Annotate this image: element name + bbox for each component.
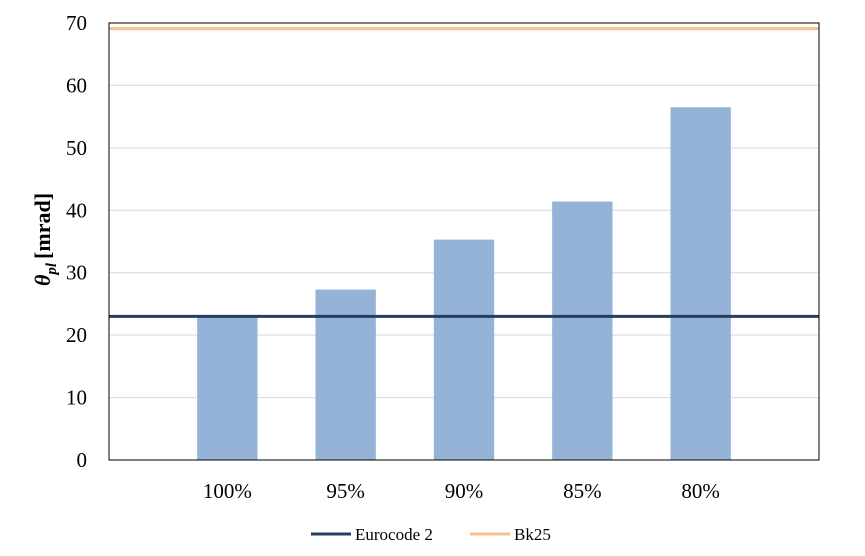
legend-label: Eurocode 2 — [355, 525, 433, 544]
plot-frame — [108, 22, 820, 461]
y-tick-label: 50 — [66, 136, 87, 160]
y-tick-label: 30 — [66, 261, 87, 285]
y-tick-label: 70 — [66, 11, 87, 35]
y-tick-label: 40 — [66, 198, 87, 222]
x-tick-labels: 100% 95% 90% 85% 80% — [203, 479, 720, 503]
bars — [197, 107, 731, 461]
reference-lines — [109, 27, 819, 318]
x-tick-label: 100% — [203, 479, 252, 503]
bar-100pct — [197, 316, 258, 460]
y-tick-label: 20 — [66, 323, 87, 347]
legend-label: Bk25 — [514, 525, 551, 544]
y-axis-unit: [mrad] — [30, 193, 55, 259]
y-tick-label: 60 — [66, 73, 87, 97]
x-tick-label: 90% — [445, 479, 484, 503]
x-tick-label: 95% — [326, 479, 365, 503]
legend: Eurocode 2 Bk25 — [311, 525, 551, 544]
x-tick-label: 80% — [681, 479, 720, 503]
bar-90pct — [433, 239, 495, 460]
y-axis-symbol: θ — [30, 274, 55, 286]
x-tick-label: 85% — [563, 479, 602, 503]
y-axis-subscript: pl — [44, 262, 60, 277]
bar-95pct — [315, 289, 376, 460]
y-tick-label: 10 — [66, 386, 87, 410]
bar-80pct — [670, 107, 731, 461]
y-axis-title: θpl [mrad] — [30, 193, 60, 286]
bar-85pct — [552, 201, 613, 460]
y-tick-labels: 0 10 20 30 40 50 60 70 — [66, 11, 87, 472]
y-tick-label: 0 — [77, 448, 88, 472]
